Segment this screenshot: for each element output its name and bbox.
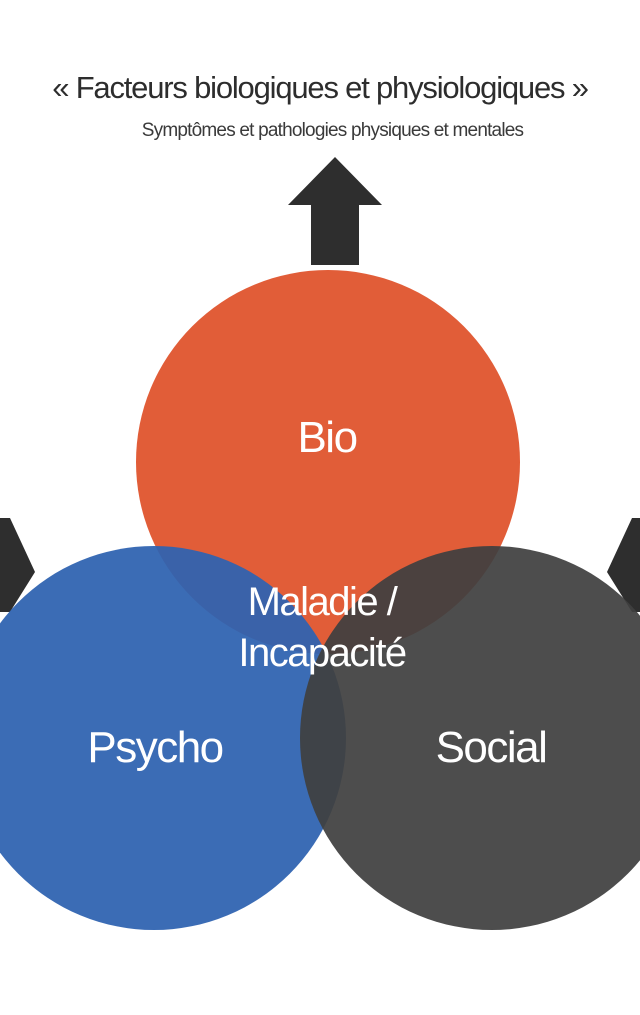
- header: « Facteurs biologiques et physiologiques…: [0, 0, 640, 160]
- psycho-label: Psycho: [87, 723, 222, 772]
- center-label-line2: Incapacité: [238, 631, 406, 675]
- arrow-right-icon: [607, 518, 640, 612]
- page-subtitle: Symptômes et pathologies physiques et me…: [141, 120, 524, 141]
- psycho-circle: [0, 546, 346, 930]
- bio-circle: [136, 270, 520, 654]
- page-title: « Facteurs biologiques et physiologiques…: [52, 70, 589, 105]
- social-label: Social: [436, 723, 547, 772]
- social-circle: [300, 546, 640, 930]
- arrow-up-icon: [288, 157, 382, 265]
- arrow-left-icon: [0, 518, 35, 612]
- center-label-line1: Maladie /: [248, 580, 399, 624]
- bio-label: Bio: [297, 413, 356, 462]
